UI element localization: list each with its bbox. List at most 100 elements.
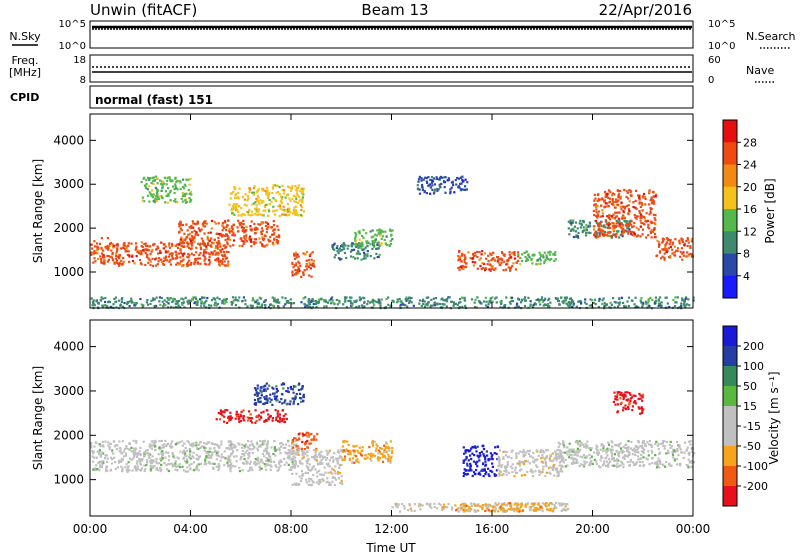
range-gate-cell bbox=[126, 253, 129, 257]
range-gate-cell bbox=[654, 461, 657, 464]
range-gate-cell bbox=[301, 271, 305, 274]
range-gate-cell bbox=[104, 296, 107, 300]
data-region bbox=[140, 175, 193, 204]
range-gate-cell bbox=[292, 446, 295, 449]
range-gate-cell bbox=[502, 260, 506, 263]
range-gate-cell bbox=[144, 252, 147, 255]
range-gate-cell bbox=[121, 452, 124, 455]
range-gate-cell bbox=[151, 465, 154, 468]
range-gate-cell bbox=[196, 299, 199, 302]
range-gate-cell bbox=[271, 296, 274, 299]
range-gate-cell bbox=[118, 255, 121, 259]
range-gate-cell bbox=[614, 234, 617, 237]
range-gate-cell bbox=[224, 409, 227, 412]
range-gate-cell bbox=[558, 461, 561, 464]
range-gate-cell bbox=[174, 198, 177, 201]
range-gate-cell bbox=[579, 445, 582, 448]
range-gate-cell bbox=[555, 455, 558, 458]
range-gate-cell bbox=[446, 298, 449, 301]
range-gate-cell bbox=[138, 450, 141, 453]
range-gate-cell bbox=[264, 221, 267, 224]
range-gate-cell bbox=[317, 482, 320, 486]
range-gate-cell bbox=[333, 476, 336, 479]
range-gate-cell bbox=[502, 456, 505, 459]
range-gate-cell bbox=[462, 475, 465, 478]
range-gate-cell bbox=[310, 483, 313, 486]
range-gate-cell bbox=[264, 224, 268, 227]
range-gate-cell bbox=[535, 263, 538, 266]
range-gate-cell bbox=[676, 247, 680, 250]
range-gate-cell bbox=[301, 196, 304, 199]
range-gate-cell bbox=[148, 452, 151, 455]
range-gate-cell bbox=[332, 247, 335, 250]
range-gate-cell bbox=[615, 222, 618, 225]
range-gate-cell bbox=[366, 245, 369, 248]
range-gate-cell bbox=[607, 462, 610, 465]
range-gate-cell bbox=[302, 193, 305, 196]
range-gate-cell bbox=[292, 455, 295, 458]
range-gate-cell bbox=[256, 456, 259, 459]
range-gate-cell bbox=[295, 210, 298, 213]
range-gate-cell bbox=[617, 453, 620, 456]
range-gate-cell bbox=[155, 248, 158, 251]
range-gate-cell bbox=[249, 466, 252, 469]
range-gate-cell bbox=[248, 236, 251, 239]
range-gate-cell bbox=[294, 439, 297, 443]
range-gate-cell bbox=[140, 469, 143, 472]
range-gate-cell bbox=[477, 456, 480, 459]
range-gate-cell bbox=[267, 225, 270, 228]
range-gate-cell bbox=[233, 186, 236, 189]
range-gate-cell bbox=[110, 462, 114, 465]
range-gate-cell bbox=[268, 198, 271, 202]
range-gate-cell bbox=[528, 449, 532, 452]
range-gate-cell bbox=[489, 452, 492, 455]
range-gate-cell bbox=[464, 262, 468, 265]
range-gate-cell bbox=[364, 454, 367, 457]
range-gate-cell bbox=[650, 221, 654, 224]
range-gate-cell bbox=[266, 440, 270, 443]
range-gate-cell bbox=[444, 176, 447, 179]
range-gate-cell bbox=[627, 223, 630, 226]
range-gate-cell bbox=[256, 447, 259, 450]
range-gate-cell bbox=[291, 197, 294, 201]
range-gate-cell bbox=[178, 466, 181, 469]
range-gate-cell bbox=[418, 175, 421, 178]
range-gate-cell bbox=[605, 195, 609, 198]
range-gate-cell bbox=[100, 252, 104, 255]
range-gate-cell bbox=[551, 460, 554, 463]
range-gate-cell bbox=[248, 208, 251, 211]
range-gate-cell bbox=[298, 199, 301, 202]
range-gate-cell bbox=[287, 454, 290, 457]
range-gate-cell bbox=[164, 439, 167, 442]
range-gate-cell bbox=[202, 222, 205, 225]
range-gate-cell bbox=[90, 297, 93, 300]
range-gate-cell bbox=[243, 446, 246, 449]
range-gate-cell bbox=[248, 238, 251, 241]
range-gate-cell bbox=[255, 207, 258, 210]
range-gate-cell bbox=[603, 230, 606, 234]
range-gate-cell bbox=[375, 447, 378, 450]
range-gate-cell bbox=[560, 509, 563, 513]
range-gate-cell bbox=[650, 207, 653, 210]
range-gate-cell bbox=[266, 446, 269, 449]
range-gate-cell bbox=[639, 213, 643, 216]
range-gate-cell bbox=[685, 464, 688, 467]
range-gate-cell bbox=[663, 252, 666, 255]
range-gate-cell bbox=[421, 185, 424, 188]
range-gate-cell bbox=[613, 453, 616, 456]
range-gate-cell bbox=[608, 218, 611, 221]
range-gate-cell bbox=[639, 457, 642, 460]
range-gate-cell bbox=[315, 305, 318, 309]
range-gate-cell bbox=[158, 446, 161, 449]
range-gate-cell bbox=[94, 260, 97, 263]
data-region bbox=[228, 184, 305, 218]
range-gate-cell bbox=[466, 181, 469, 184]
range-gate-cell bbox=[299, 460, 302, 463]
range-gate-cell bbox=[366, 250, 369, 253]
range-gate-cell bbox=[145, 464, 148, 467]
range-gate-cell bbox=[516, 302, 519, 305]
range-gate-cell bbox=[538, 299, 541, 302]
range-gate-cell bbox=[139, 297, 142, 301]
range-gate-cell bbox=[610, 440, 613, 443]
range-gate-cell bbox=[640, 453, 643, 456]
